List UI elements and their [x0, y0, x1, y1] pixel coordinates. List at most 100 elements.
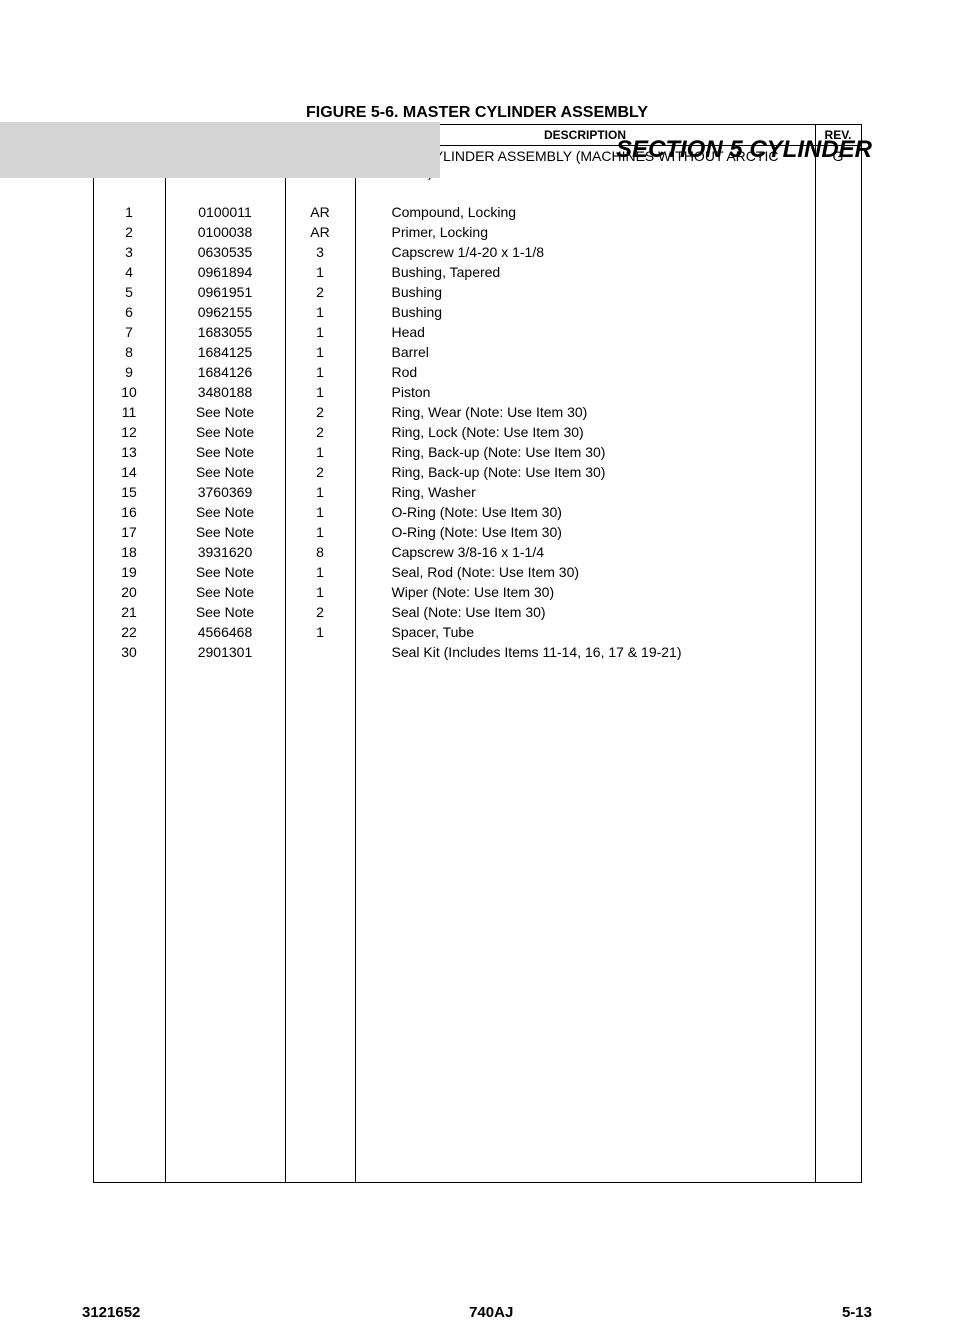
- cell-qty: 1: [285, 302, 355, 322]
- cell-item: 20: [93, 582, 165, 602]
- cell-part: See Note: [165, 462, 285, 482]
- cell-item: 6: [93, 302, 165, 322]
- cell-qty: 2: [285, 282, 355, 302]
- cell-part: 4566468: [165, 622, 285, 642]
- table-row: 13See Note1Ring, Back-up (Note: Use Item…: [93, 442, 861, 462]
- section-title: SECTION 5 CYLINDER: [440, 122, 954, 178]
- cell-item: 13: [93, 442, 165, 462]
- cell-part: See Note: [165, 602, 285, 622]
- cell-qty: 2: [285, 402, 355, 422]
- table-row: 20100038ARPrimer, Locking: [93, 222, 861, 242]
- cell-desc: [355, 182, 815, 202]
- cell-rev: [815, 262, 861, 282]
- table-row: 11See Note2Ring, Wear (Note: Use Item 30…: [93, 402, 861, 422]
- cell-desc: Ring, Washer: [355, 482, 815, 502]
- cell-item: 30: [93, 642, 165, 662]
- cell-qty: AR: [285, 222, 355, 242]
- cell-rev: [815, 242, 861, 262]
- cell-qty: 1: [285, 362, 355, 382]
- cell-qty: 1: [285, 322, 355, 342]
- cell-part: See Note: [165, 402, 285, 422]
- cell-part: See Note: [165, 562, 285, 582]
- cell-desc: Ring, Back-up (Note: Use Item 30): [355, 442, 815, 462]
- cell-desc: Seal Kit (Includes Items 11-14, 16, 17 &…: [355, 642, 815, 662]
- cell-part: See Note: [165, 442, 285, 462]
- cell-rev: [815, 202, 861, 222]
- cell-desc: Wiper (Note: Use Item 30): [355, 582, 815, 602]
- cell-part: 1684126: [165, 362, 285, 382]
- cell-part: 1683055: [165, 322, 285, 342]
- cell-part: [165, 182, 285, 202]
- table-row: 302901301Seal Kit (Includes Items 11-14,…: [93, 642, 861, 662]
- cell-rev: [815, 502, 861, 522]
- table-row: 409618941Bushing, Tapered: [93, 262, 861, 282]
- cell-item: 18: [93, 542, 165, 562]
- table-row: 10100011ARCompound, Locking: [93, 202, 861, 222]
- cell-rev: [815, 462, 861, 482]
- cell-part: See Note: [165, 522, 285, 542]
- cell-part: See Note: [165, 422, 285, 442]
- cell-rev: [815, 402, 861, 422]
- cell-desc: Bushing, Tapered: [355, 262, 815, 282]
- cell-desc: Capscrew 3/8-16 x 1-1/4: [355, 542, 815, 562]
- cell-item: 1: [93, 202, 165, 222]
- cell-qty: [285, 642, 355, 662]
- table-row: 16See Note1O-Ring (Note: Use Item 30): [93, 502, 861, 522]
- cell-qty: 1: [285, 262, 355, 282]
- parts-table: Item # Part Number Qty. Description Rev.…: [93, 124, 862, 1183]
- cell-desc: Primer, Locking: [355, 222, 815, 242]
- cell-item: 22: [93, 622, 165, 642]
- table-row: 2245664681Spacer, Tube: [93, 622, 861, 642]
- table-row: 20See Note1Wiper (Note: Use Item 30): [93, 582, 861, 602]
- cell-part: 1684125: [165, 342, 285, 362]
- page: SECTION 5 CYLINDER FIGURE 5-6. MASTER CY…: [0, 104, 954, 1339]
- cell-qty: 1: [285, 522, 355, 542]
- cell-desc: Ring, Lock (Note: Use Item 30): [355, 422, 815, 442]
- cell-rev: [815, 542, 861, 562]
- table-row: 1839316208Capscrew 3/8-16 x 1-1/4: [93, 542, 861, 562]
- cell-rev: [815, 442, 861, 462]
- cell-item: 10: [93, 382, 165, 402]
- header-gray-block: [0, 122, 440, 178]
- footer-left: 3121652: [82, 1304, 140, 1321]
- cell-item: 19: [93, 562, 165, 582]
- cell-desc: Piston: [355, 382, 815, 402]
- cell-part: 3760369: [165, 482, 285, 502]
- cell-rev: [815, 522, 861, 542]
- cell-qty: AR: [285, 202, 355, 222]
- cell-qty: 1: [285, 482, 355, 502]
- cell-item: 16: [93, 502, 165, 522]
- cell-item: 12: [93, 422, 165, 442]
- cell-qty: 2: [285, 422, 355, 442]
- cell-rev: [815, 182, 861, 202]
- table-body: 1683682RefMASTER CYLINDER ASSEMBLY (MACH…: [93, 146, 861, 663]
- cell-item: 5: [93, 282, 165, 302]
- table-row: 916841261Rod: [93, 362, 861, 382]
- cell-desc: Ring, Back-up (Note: Use Item 30): [355, 462, 815, 482]
- page-footer: 3121652 740AJ 5-13: [0, 1304, 954, 1321]
- cell-rev: [815, 302, 861, 322]
- cell-qty: 1: [285, 622, 355, 642]
- cell-part: 0961894: [165, 262, 285, 282]
- cell-qty: 3: [285, 242, 355, 262]
- cell-part: 0962155: [165, 302, 285, 322]
- cell-desc: O-Ring (Note: Use Item 30): [355, 522, 815, 542]
- cell-qty: 1: [285, 382, 355, 402]
- table-row: 1537603691Ring, Washer: [93, 482, 861, 502]
- cell-item: 14: [93, 462, 165, 482]
- cell-part: See Note: [165, 582, 285, 602]
- cell-desc: Spacer, Tube: [355, 622, 815, 642]
- cell-rev: [815, 282, 861, 302]
- cell-item: 17: [93, 522, 165, 542]
- cell-desc: Barrel: [355, 342, 815, 362]
- cell-desc: Bushing: [355, 282, 815, 302]
- cell-item: 21: [93, 602, 165, 622]
- cell-desc: Rod: [355, 362, 815, 382]
- table-row: 12See Note2Ring, Lock (Note: Use Item 30…: [93, 422, 861, 442]
- table-row: 14See Note2Ring, Back-up (Note: Use Item…: [93, 462, 861, 482]
- cell-rev: [815, 342, 861, 362]
- cell-rev: [815, 322, 861, 342]
- cell-part: 3480188: [165, 382, 285, 402]
- cell-item: 11: [93, 402, 165, 422]
- cell-item: 9: [93, 362, 165, 382]
